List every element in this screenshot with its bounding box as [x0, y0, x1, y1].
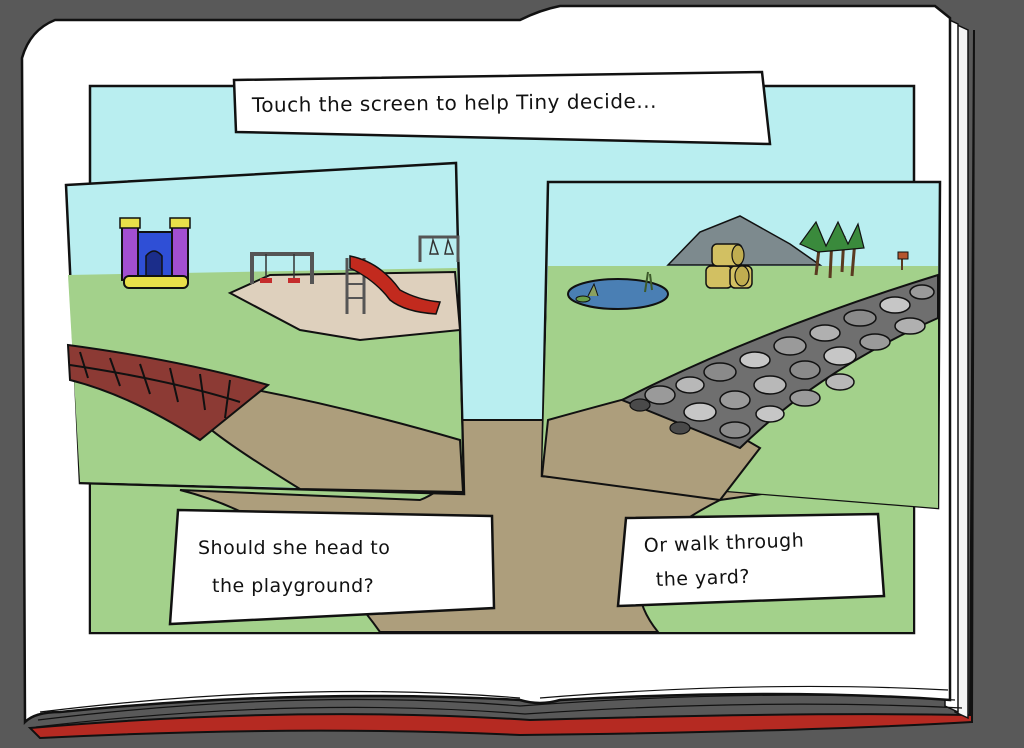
- mailbox-icon: [897, 251, 909, 270]
- playground-caption[interactable]: Should she head to the playground?: [168, 508, 496, 626]
- hay-bale-icon: [705, 243, 753, 289]
- playground-choice[interactable]: [64, 161, 466, 496]
- pond-icon: [567, 271, 669, 310]
- playground-caption-line2: the playground?: [212, 575, 374, 597]
- slide-icon: [345, 255, 442, 315]
- playground-caption-line1: Should she head to: [198, 537, 390, 559]
- stone-path: [619, 273, 939, 450]
- yard-choice[interactable]: [540, 180, 942, 510]
- prompt-text: Touch the screen to help Tiny decide...: [251, 89, 657, 117]
- swing-set-icon: [250, 252, 314, 284]
- bouncy-castle-icon: [119, 217, 191, 289]
- rings-icon: [418, 235, 460, 262]
- brick-path: [66, 343, 271, 442]
- prompt-banner: Touch the screen to help Tiny decide...: [232, 70, 772, 146]
- yard-caption[interactable]: Or walk through the yard?: [616, 512, 886, 608]
- yard-caption-line2: the yard?: [655, 566, 750, 591]
- trees-icon: [799, 220, 865, 279]
